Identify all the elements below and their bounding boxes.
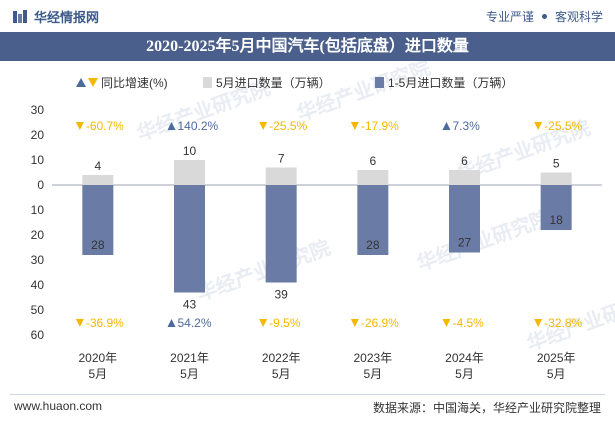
up-arrow-icon — [167, 319, 176, 327]
x-tick-label-month: 5月 — [180, 367, 199, 381]
x-tick-label-month: 5月 — [363, 367, 382, 381]
y-tick-label: 50 — [31, 303, 45, 317]
yoy-cumulative-label: -26.9% — [361, 316, 399, 330]
legend-swatch-may — [203, 77, 212, 88]
yoy-cumulative-label: -9.5% — [269, 316, 301, 330]
yoy-may-label: -25.5% — [544, 119, 582, 133]
yoy-cumulative-label: 54.2% — [178, 316, 212, 330]
yoy-cumulative-label: -4.5% — [453, 316, 485, 330]
down-arrow-icon — [75, 122, 84, 130]
y-tick-label: 0 — [37, 178, 44, 192]
bar-cumulative — [82, 185, 114, 255]
bar-may — [357, 170, 389, 185]
y-tick-label: 60 — [31, 328, 45, 342]
x-tick-label-year: 2022年 — [262, 351, 301, 365]
slogan-2: 客观科学 — [554, 10, 603, 24]
slogan-1: 专业严谨 — [485, 10, 534, 24]
bullet-icon — [541, 14, 547, 19]
yoy-may-label: -17.9% — [361, 119, 399, 133]
y-tick-label: 10 — [31, 203, 45, 217]
footer-divider — [10, 394, 605, 395]
legend-down-arrow-icon — [88, 78, 98, 87]
data-label-may: 5 — [553, 157, 560, 171]
data-label-cumulative: 43 — [183, 298, 197, 312]
x-tick-label-year: 2024年 — [445, 351, 484, 365]
data-label-cumulative: 27 — [458, 236, 472, 250]
bar-may — [82, 175, 114, 185]
x-tick-label-month: 5月 — [272, 367, 291, 381]
data-label-may: 6 — [369, 154, 376, 168]
x-tick-label-year: 2021年 — [170, 351, 209, 365]
bar-cumulative — [265, 185, 297, 283]
footer-website[interactable]: www.huaon.com — [14, 399, 103, 413]
legend-swatch-cumulative — [375, 77, 384, 88]
bar-may — [449, 170, 480, 185]
y-tick-label: 30 — [31, 253, 45, 267]
data-label-may: 6 — [461, 154, 468, 168]
site-name: 华经情报网 — [34, 10, 100, 25]
y-tick-label: 20 — [31, 228, 45, 242]
bar-cumulative — [174, 185, 205, 293]
bar-may — [265, 167, 297, 185]
x-tick-label-year: 2023年 — [353, 351, 392, 365]
data-label-cumulative: 28 — [366, 238, 380, 252]
x-tick-label-year: 2025年 — [537, 351, 576, 365]
down-arrow-icon — [534, 122, 543, 130]
site-logo[interactable]: 华经情报网 — [12, 7, 99, 26]
top-bar: 华经情报网 专业严谨 客观科学 — [0, 0, 615, 32]
y-tick-label: 40 — [31, 278, 45, 292]
bar-cumulative — [449, 185, 480, 253]
y-tick-label: 10 — [31, 153, 45, 167]
bar-cumulative — [357, 185, 389, 255]
x-tick-label-month: 5月 — [88, 367, 107, 381]
legend-label-yoy: 同比增速(%) — [101, 76, 168, 90]
down-arrow-icon — [259, 122, 268, 130]
down-arrow-icon — [442, 319, 451, 327]
yoy-may-label: -60.7% — [86, 119, 124, 133]
up-arrow-icon — [442, 122, 451, 130]
watermark-text: 华经产业研究院 — [414, 205, 554, 275]
bar-may — [174, 160, 205, 185]
down-arrow-icon — [75, 319, 84, 327]
up-arrow-icon — [167, 122, 176, 130]
legend-up-arrow-icon — [76, 78, 86, 87]
chart-title: 2020-2025年5月中国汽车(包括底盘）进口数量 — [0, 32, 615, 61]
yoy-cumulative-label: -32.8% — [544, 316, 582, 330]
data-label-may: 4 — [94, 159, 101, 173]
legend-label-cumulative: 1-5月进口数量（万辆） — [388, 75, 513, 90]
logo-icon — [13, 9, 27, 23]
down-arrow-icon — [534, 319, 543, 327]
x-tick-label-month: 5月 — [455, 367, 474, 381]
down-arrow-icon — [350, 319, 359, 327]
bar-cumulative — [540, 185, 572, 230]
watermark-text: 华经产业研究院 — [294, 61, 434, 126]
data-label-cumulative: 39 — [274, 288, 288, 302]
slogan: 专业严谨 客观科学 — [486, 8, 603, 25]
data-label-may: 10 — [183, 144, 197, 158]
down-arrow-icon — [350, 122, 359, 130]
data-label-cumulative: 28 — [91, 238, 105, 252]
x-tick-label-year: 2020年 — [78, 351, 117, 365]
data-label-may: 7 — [278, 152, 285, 166]
yoy-cumulative-label: -36.9% — [86, 316, 124, 330]
watermark-text: 华经产业研究院 — [194, 235, 334, 305]
yoy-may-label: 7.3% — [453, 119, 481, 133]
bar-may — [540, 172, 572, 185]
yoy-may-label: 140.2% — [178, 119, 219, 133]
down-arrow-icon — [259, 319, 268, 327]
x-tick-label-month: 5月 — [547, 367, 566, 381]
legend-label-may: 5月进口数量（万辆） — [216, 75, 331, 90]
footer-source: 数据来源：中国海关，华经产业研究院整理 — [372, 401, 601, 415]
y-tick-label: 20 — [31, 128, 45, 142]
y-tick-label: 30 — [31, 103, 45, 117]
yoy-may-label: -25.5% — [269, 119, 307, 133]
data-label-cumulative: 18 — [549, 213, 563, 227]
